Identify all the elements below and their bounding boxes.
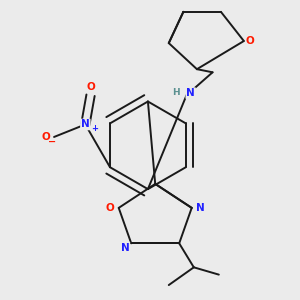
- Text: N: N: [186, 88, 195, 98]
- Text: H: H: [172, 88, 180, 97]
- Text: N: N: [121, 242, 129, 253]
- Text: N: N: [196, 203, 204, 213]
- Text: −: −: [48, 137, 56, 147]
- Text: O: O: [41, 132, 50, 142]
- Text: O: O: [86, 82, 95, 92]
- Text: N: N: [81, 119, 90, 129]
- Text: O: O: [106, 203, 115, 213]
- Text: +: +: [92, 124, 99, 133]
- Text: O: O: [246, 36, 254, 46]
